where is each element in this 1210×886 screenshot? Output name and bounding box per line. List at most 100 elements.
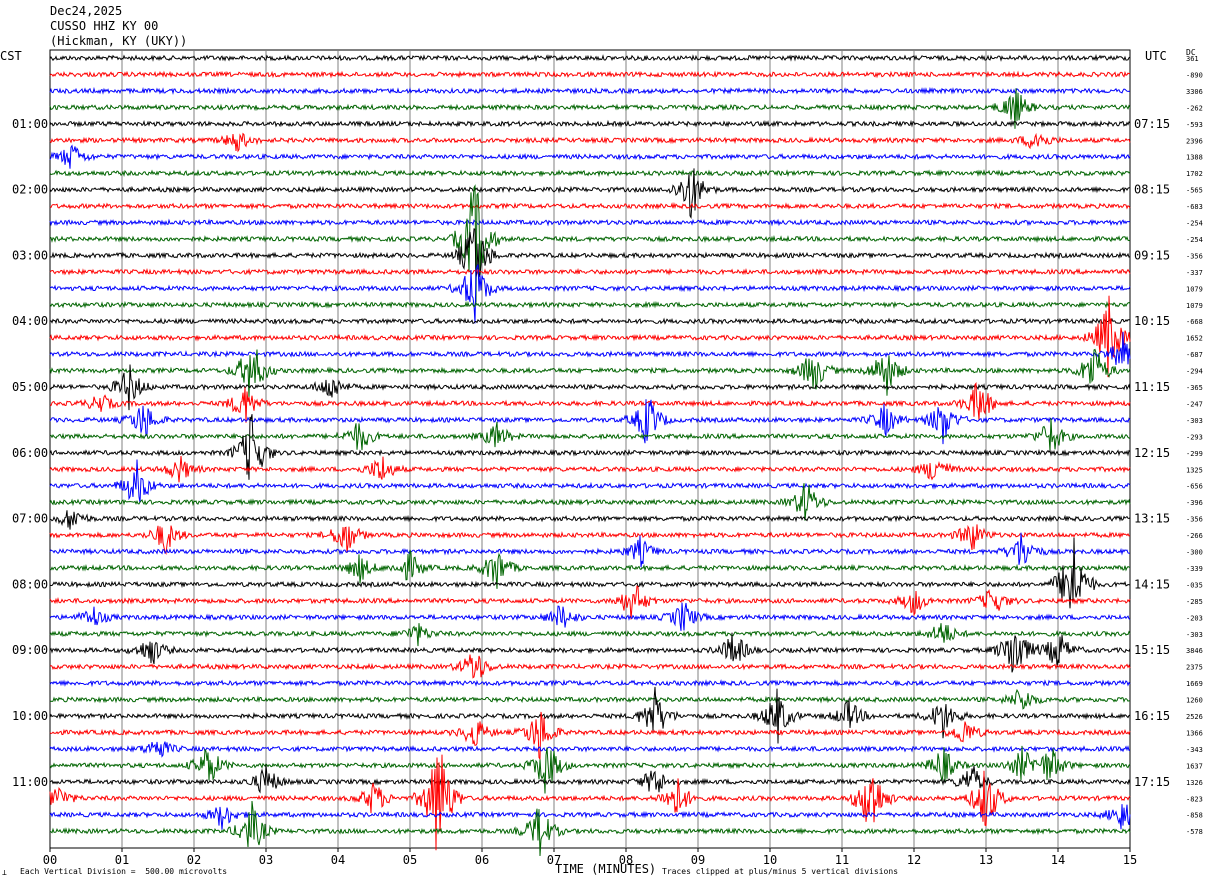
seismic-trace xyxy=(49,184,1131,303)
x-tick-label: 08 xyxy=(619,853,633,867)
dc-offset-value: -303 xyxy=(1186,417,1203,425)
dc-offset-value: -858 xyxy=(1186,812,1203,820)
right-hour-label: 08:15 xyxy=(1134,183,1170,197)
dc-offset-value: -262 xyxy=(1186,104,1203,112)
right-hour-label: 11:15 xyxy=(1134,380,1170,394)
dc-offset-value: -656 xyxy=(1186,483,1203,491)
dc-offset-value: 361 xyxy=(1186,55,1199,63)
left-hour-label: 05:00 xyxy=(12,380,48,394)
seismic-trace xyxy=(49,741,1131,758)
x-tick-label: 09 xyxy=(691,853,705,867)
left-timezone-label: CST xyxy=(0,49,22,63)
dc-offset-value: -565 xyxy=(1186,187,1203,195)
dc-offset-value: -339 xyxy=(1186,565,1203,573)
station-name: CUSSO HHZ KY 00 xyxy=(50,19,159,33)
seismic-trace xyxy=(49,88,1131,129)
dc-offset-value: -035 xyxy=(1186,581,1203,589)
x-tick-label: 11 xyxy=(835,853,849,867)
x-tick-label: 14 xyxy=(1051,853,1065,867)
seismic-trace xyxy=(49,532,1130,568)
x-tick-label: 10 xyxy=(763,853,777,867)
dc-offset-value: 1702 xyxy=(1186,170,1203,178)
dc-offset-value: 1388 xyxy=(1186,154,1203,162)
dc-offset-value: -578 xyxy=(1186,828,1203,836)
seismic-trace xyxy=(49,132,1131,153)
dc-offset-value: -203 xyxy=(1186,614,1203,622)
seismic-trace xyxy=(49,632,1131,673)
x-tick-label: 00 xyxy=(43,853,57,867)
dc-offset-value: -823 xyxy=(1186,795,1203,803)
dc-offset-value: -247 xyxy=(1186,400,1203,408)
seismic-trace xyxy=(49,800,1131,857)
seismic-trace xyxy=(49,53,1131,62)
x-tick-label: 12 xyxy=(907,853,921,867)
seismic-trace xyxy=(49,804,1131,830)
dc-offset-value: 2396 xyxy=(1186,137,1203,145)
seismic-trace xyxy=(49,686,1131,744)
seismic-trace xyxy=(49,483,1131,521)
x-tick-label: 02 xyxy=(187,853,201,867)
x-tick-label: 06 xyxy=(475,853,489,867)
chart-date: Dec24,2025 xyxy=(50,4,123,18)
left-hour-label: 07:00 xyxy=(12,512,48,526)
x-tick-label: 01 xyxy=(115,853,129,867)
seismic-trace xyxy=(49,585,1131,620)
right-hour-label: 14:15 xyxy=(1134,577,1170,591)
dc-offset-value: -294 xyxy=(1186,368,1203,376)
dc-offset-value: -293 xyxy=(1186,433,1203,441)
station-location: (Hickman, KY (UKY)) xyxy=(50,34,188,48)
seismic-trace xyxy=(49,86,1131,95)
dc-offset-value: -890 xyxy=(1186,71,1203,79)
scale-icon: ⊥ xyxy=(2,868,7,877)
right-hour-label: 13:15 xyxy=(1134,512,1170,526)
seismic-trace xyxy=(49,168,1130,219)
dc-offset-value: 1079 xyxy=(1186,302,1203,310)
scale-note: Each Vertical Division = 500.00 microvol… xyxy=(20,867,228,876)
dc-offset-value: 1637 xyxy=(1186,762,1203,770)
seismic-trace xyxy=(49,169,1131,178)
plot-frame xyxy=(49,49,1131,849)
dc-offset-value: -365 xyxy=(1186,384,1203,392)
dc-offset-value: -687 xyxy=(1186,351,1203,359)
seismic-trace xyxy=(49,382,1131,423)
dc-offset-value: -254 xyxy=(1186,220,1203,228)
seismic-trace xyxy=(49,455,1131,483)
x-tick-label: 07 xyxy=(547,853,561,867)
dc-offset-value: 2526 xyxy=(1186,713,1203,721)
seismic-trace xyxy=(49,300,1131,309)
seismic-trace xyxy=(50,228,1131,279)
seismic-trace xyxy=(49,745,1131,794)
seismic-trace xyxy=(49,754,1131,851)
dc-offset-value: -266 xyxy=(1186,532,1203,540)
dc-offset-value: -303 xyxy=(1186,631,1203,639)
seismic-trace xyxy=(49,331,1131,366)
seismic-trace xyxy=(49,399,1131,445)
left-hour-label: 10:00 xyxy=(12,709,48,723)
dc-offset-value: -300 xyxy=(1186,549,1203,557)
dc-offset-value: -343 xyxy=(1186,746,1203,754)
seismic-trace xyxy=(49,654,1131,679)
seismic-trace xyxy=(49,537,1131,609)
dc-offset-value: 3846 xyxy=(1186,647,1203,655)
left-hour-label: 09:00 xyxy=(12,643,48,657)
dc-offset-value: 1079 xyxy=(1186,285,1203,293)
right-hour-label: 17:15 xyxy=(1134,775,1170,789)
right-hour-label: 09:15 xyxy=(1134,248,1170,262)
seismic-trace xyxy=(49,267,1131,276)
x-tick-label: 15 xyxy=(1123,853,1137,867)
seismic-trace xyxy=(49,295,1131,378)
seismic-trace xyxy=(49,510,1131,530)
dc-offset-value: 3306 xyxy=(1186,88,1203,96)
seismic-trace xyxy=(49,70,1131,79)
left-hour-label: 01:00 xyxy=(12,117,48,131)
left-hour-label: 11:00 xyxy=(12,775,48,789)
dc-offset-value: -668 xyxy=(1186,318,1203,326)
left-hour-label: 02:00 xyxy=(12,183,48,197)
dc-offset-value: 1652 xyxy=(1186,335,1203,343)
left-hour-label: 03:00 xyxy=(12,248,48,262)
seismic-trace xyxy=(49,623,1131,647)
dc-offset-value: 1325 xyxy=(1186,466,1203,474)
seismic-trace xyxy=(49,348,1131,398)
dc-offset-value: -356 xyxy=(1186,516,1203,524)
left-hour-label: 06:00 xyxy=(12,446,48,460)
